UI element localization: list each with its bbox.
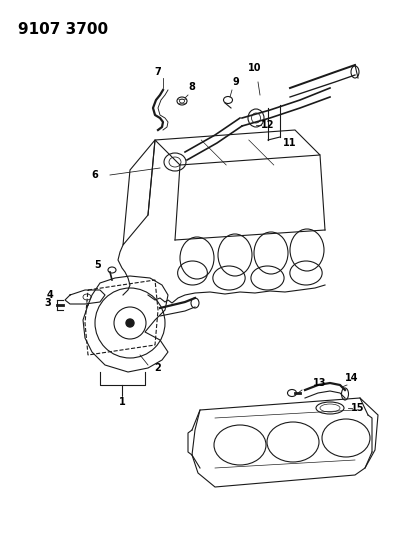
Text: 6: 6 [92, 170, 98, 180]
Text: 3: 3 [45, 298, 51, 308]
Text: 15: 15 [351, 403, 365, 413]
Circle shape [126, 319, 134, 327]
Text: 1: 1 [119, 397, 125, 407]
Text: 10: 10 [248, 63, 262, 73]
Text: 7: 7 [155, 67, 162, 77]
Text: 2: 2 [155, 363, 162, 373]
Text: 4: 4 [46, 290, 53, 300]
Text: 14: 14 [345, 373, 359, 383]
Text: 9107 3700: 9107 3700 [18, 22, 108, 37]
Text: 12: 12 [261, 120, 275, 130]
Text: 9: 9 [233, 77, 239, 87]
Text: 8: 8 [189, 82, 196, 92]
Text: 11: 11 [283, 138, 297, 148]
Text: 13: 13 [313, 378, 327, 388]
Text: 5: 5 [95, 260, 102, 270]
